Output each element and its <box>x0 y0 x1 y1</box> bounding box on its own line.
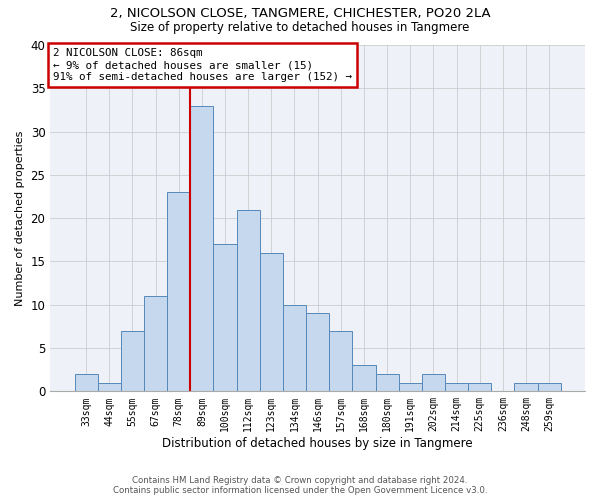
Bar <box>352 366 376 392</box>
Text: 2 NICOLSON CLOSE: 86sqm
← 9% of detached houses are smaller (15)
91% of semi-det: 2 NICOLSON CLOSE: 86sqm ← 9% of detached… <box>53 48 352 82</box>
X-axis label: Distribution of detached houses by size in Tangmere: Distribution of detached houses by size … <box>163 437 473 450</box>
Bar <box>144 296 167 392</box>
Bar <box>398 382 422 392</box>
Text: Size of property relative to detached houses in Tangmere: Size of property relative to detached ho… <box>130 21 470 34</box>
Bar <box>236 210 260 392</box>
Bar <box>306 314 329 392</box>
Bar <box>121 330 144 392</box>
Y-axis label: Number of detached properties: Number of detached properties <box>15 130 25 306</box>
Bar <box>468 382 491 392</box>
Bar <box>283 304 306 392</box>
Bar <box>74 374 98 392</box>
Bar <box>376 374 398 392</box>
Bar <box>260 253 283 392</box>
Bar <box>190 106 214 392</box>
Bar <box>422 374 445 392</box>
Bar <box>538 382 560 392</box>
Bar <box>98 382 121 392</box>
Bar <box>329 330 352 392</box>
Text: Contains HM Land Registry data © Crown copyright and database right 2024.
Contai: Contains HM Land Registry data © Crown c… <box>113 476 487 495</box>
Text: 2, NICOLSON CLOSE, TANGMERE, CHICHESTER, PO20 2LA: 2, NICOLSON CLOSE, TANGMERE, CHICHESTER,… <box>110 8 490 20</box>
Bar <box>514 382 538 392</box>
Bar <box>445 382 468 392</box>
Bar <box>167 192 190 392</box>
Bar <box>214 244 236 392</box>
